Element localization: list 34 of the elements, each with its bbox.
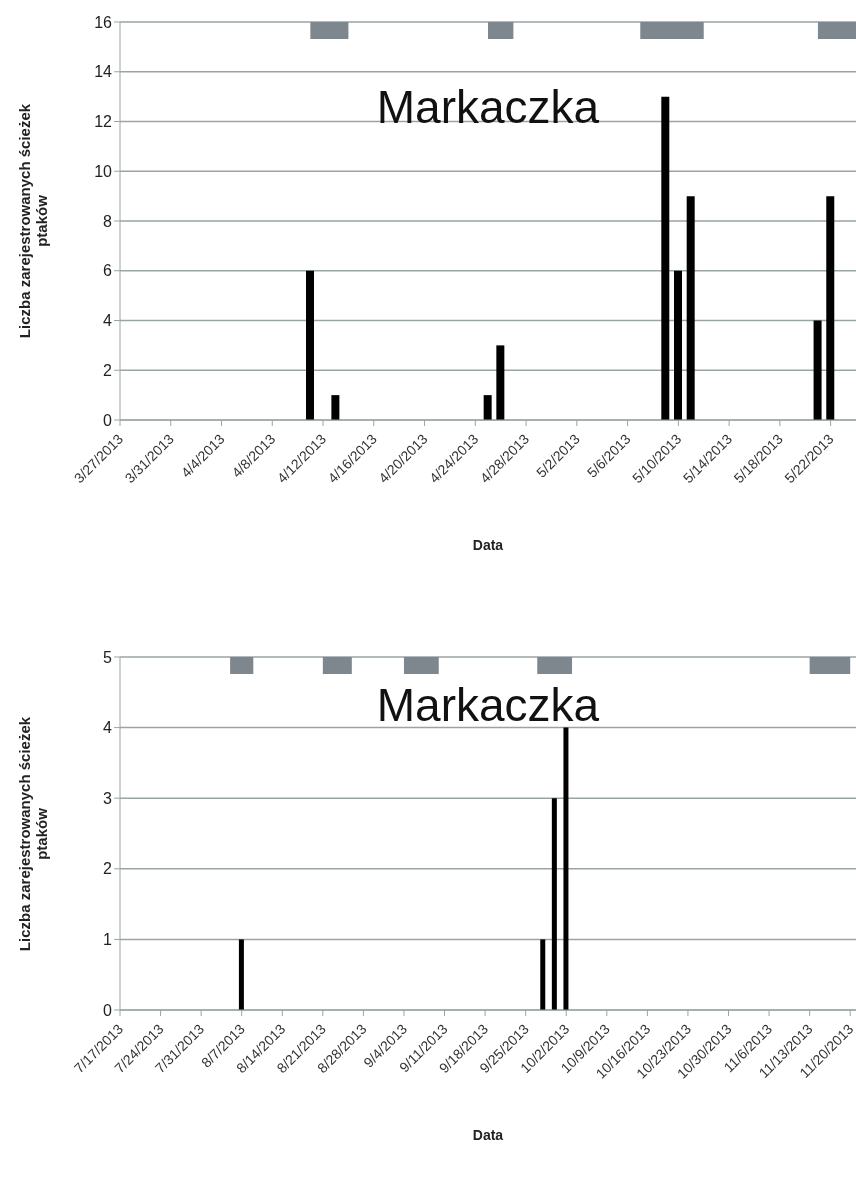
y-tick-label: 5 — [103, 648, 113, 666]
y-tick-label: 3 — [103, 789, 113, 807]
y-tick-label: 14 — [94, 63, 113, 81]
y-tick-label: 0 — [103, 411, 113, 429]
bar — [483, 395, 492, 420]
bar — [551, 798, 557, 1010]
x-axis-title: Data — [472, 1127, 504, 1143]
y-tick-label: 0 — [103, 1001, 113, 1019]
bar — [813, 320, 822, 420]
y-tick-label: 12 — [94, 113, 113, 131]
x-axis-title: Data — [472, 537, 504, 553]
y-tick-label: 8 — [103, 212, 113, 230]
bar — [826, 196, 835, 420]
bar — [331, 395, 340, 420]
y-tick-label: 10 — [94, 162, 113, 180]
y-axis-title: Liczba zarejestrowanych ścieżek ptaków — [16, 102, 50, 341]
bar — [496, 345, 505, 420]
y-tick-label: 4 — [103, 312, 113, 330]
bar — [686, 196, 695, 420]
y-tick-label: 4 — [103, 719, 113, 737]
bar — [306, 270, 314, 420]
y-tick-label: 1 — [103, 931, 113, 949]
bar — [238, 939, 244, 1010]
y-tick-label: 16 — [94, 13, 113, 31]
bar — [661, 96, 670, 420]
y-tick-label: 2 — [103, 860, 113, 878]
bar — [674, 270, 682, 420]
text: Markaczka — [376, 679, 600, 731]
bar — [563, 727, 569, 1010]
text: Markaczka — [376, 81, 600, 133]
y-tick-label: 6 — [103, 262, 113, 280]
y-axis-title: Liczba zarejestrowanych ścieżek ptaków — [16, 715, 50, 953]
y-tick-label: 2 — [103, 361, 113, 379]
bar — [540, 939, 546, 1010]
